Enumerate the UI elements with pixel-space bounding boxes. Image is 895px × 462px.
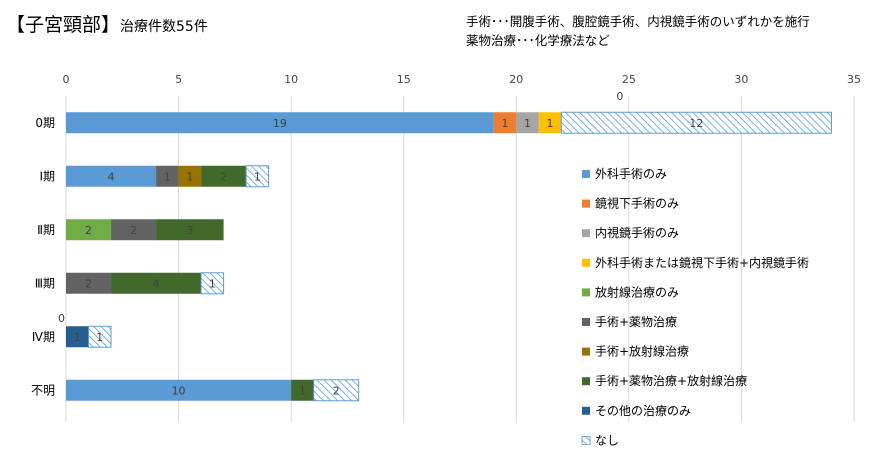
- data-label-0-2: 1: [524, 117, 531, 130]
- legend-label-5: 手術+薬物治療: [595, 315, 677, 329]
- legend-label-0: 外科手術のみ: [595, 167, 667, 181]
- annotation-1: 0: [58, 312, 65, 325]
- chart-title-sub: 治療件数55件: [120, 19, 208, 35]
- x-tick-label-20: 20: [509, 73, 523, 86]
- data-label-0-3: 1: [547, 117, 554, 130]
- x-tick-label-0: 0: [63, 73, 70, 86]
- data-label-4-8: 1: [74, 331, 81, 344]
- data-label-5-0: 10: [172, 384, 186, 397]
- legend-swatch-4: [582, 288, 590, 297]
- legend-swatch-8: [582, 406, 590, 415]
- data-labels: 19 1 1 1 124 1 1 2 12 2 32 4 11 110 1 2: [74, 117, 704, 398]
- bar-1-series-0: [66, 165, 157, 187]
- bar-2-series-7: [156, 219, 224, 241]
- legend-swatch-5: [582, 318, 590, 326]
- bar-5-series-9: [313, 379, 360, 402]
- x-tick-label-25: 25: [622, 73, 636, 86]
- annotations: 00: [58, 90, 623, 325]
- legend-swatch-7: [582, 377, 590, 386]
- bar-0-series-0: [66, 112, 494, 134]
- data-label-4-9: 1: [96, 331, 103, 344]
- legend-label-1: 鏡視下手術のみ: [595, 196, 679, 211]
- data-label-1-0: 4: [108, 170, 115, 183]
- bar-0-series-2: [516, 112, 539, 134]
- bar-segments: [66, 111, 832, 402]
- legend-swatch-9: [581, 435, 591, 445]
- gridlines: [65, 96, 855, 422]
- bar-3-series-7: [111, 272, 202, 294]
- x-tick-label-5: 5: [175, 73, 182, 86]
- note-drug: 薬物治療･･･化学療法など: [466, 33, 610, 48]
- bar-3-series-9: [200, 272, 225, 295]
- legend-label-6: 手術+放射線治療: [595, 344, 689, 359]
- x-tick-label-10: 10: [284, 73, 298, 86]
- bar-4-series-9: [88, 325, 112, 348]
- legend-swatch-0: [582, 170, 590, 178]
- bar-0-series-3: [538, 112, 562, 134]
- category-label-0: 0期: [35, 116, 55, 130]
- data-label-1-5: 1: [164, 170, 171, 183]
- legend-swatch-1: [582, 199, 590, 208]
- data-label-0-9: 12: [689, 117, 703, 130]
- chart-notes: 手術･･･開腹手術、腹腔鏡手術、内視鏡手術のいずれかを施行 薬物治療･･･化学療…: [466, 12, 810, 50]
- data-label-5-7: 1: [299, 384, 306, 397]
- category-label-4: Ⅳ期: [32, 330, 55, 344]
- x-tick-label-15: 15: [397, 73, 411, 86]
- data-label-1-9: 1: [254, 170, 261, 183]
- bar-2-series-5: [111, 219, 157, 241]
- legend-label-4: 放射線治療のみ: [595, 284, 679, 299]
- data-label-0-1: 1: [502, 117, 509, 130]
- bar-1-series-6: [178, 165, 202, 187]
- legend-label-8: その他の治療のみ: [595, 404, 691, 418]
- data-label-2-4: 2: [85, 224, 92, 237]
- data-label-1-6: 1: [186, 170, 193, 183]
- data-label-2-5: 2: [130, 224, 137, 237]
- bar-1-series-5: [156, 165, 179, 187]
- legend-swatch-2: [582, 229, 590, 238]
- bar-2-series-4: [66, 219, 112, 241]
- category-label-3: Ⅲ期: [35, 276, 55, 290]
- chart-title: 【子宮頸部】治療件数55件: [6, 10, 208, 37]
- chart-title-main: 【子宮頸部】: [6, 14, 121, 36]
- annotation-0: 0: [616, 90, 623, 103]
- bar-0-series-9: [560, 111, 832, 134]
- data-label-3-7: 4: [153, 277, 160, 290]
- data-label-1-7: 2: [220, 170, 227, 183]
- bar-3-series-5: [66, 272, 112, 294]
- legend-swatch-6: [582, 347, 590, 356]
- data-label-2-7: 3: [186, 224, 193, 237]
- legend-label-3: 外科手術または鏡視下手術+内視鏡手術: [595, 255, 809, 270]
- data-label-3-9: 1: [209, 277, 216, 290]
- legend-swatch-3: [582, 258, 590, 267]
- bar-5-series-7: [291, 379, 314, 401]
- bar-1-series-7: [201, 165, 247, 187]
- x-axis-tick-labels: 0 5 10 15 20 25 30 35: [63, 73, 862, 86]
- category-label-1: Ⅰ期: [39, 169, 55, 183]
- bar-5-series-0: [66, 379, 292, 401]
- data-label-5-9: 2: [333, 384, 340, 397]
- x-tick-label-30: 30: [734, 73, 748, 86]
- legend-label-9: なし: [595, 433, 619, 447]
- bar-4-series-8: [66, 326, 89, 348]
- data-label-3-5: 2: [85, 277, 92, 290]
- data-label-0-0: 19: [273, 117, 287, 130]
- category-label-5: 不明: [31, 383, 55, 397]
- category-label-2: Ⅱ期: [37, 223, 55, 237]
- legend-label-2: 内視鏡手術のみ: [595, 225, 679, 240]
- note-surgery: 手術･･･開腹手術、腹腔鏡手術、内視鏡手術のいずれかを施行: [466, 14, 810, 29]
- bar-0-series-1: [493, 112, 517, 134]
- legend-label-7: 手術+薬物治療+放射線治療: [595, 373, 747, 388]
- legend: 外科手術のみ鏡視下手術のみ内視鏡手術のみ外科手術または鏡視下手術+内視鏡手術放射…: [581, 167, 809, 447]
- bar-1-series-9: [245, 165, 270, 188]
- x-tick-label-35: 35: [847, 73, 861, 86]
